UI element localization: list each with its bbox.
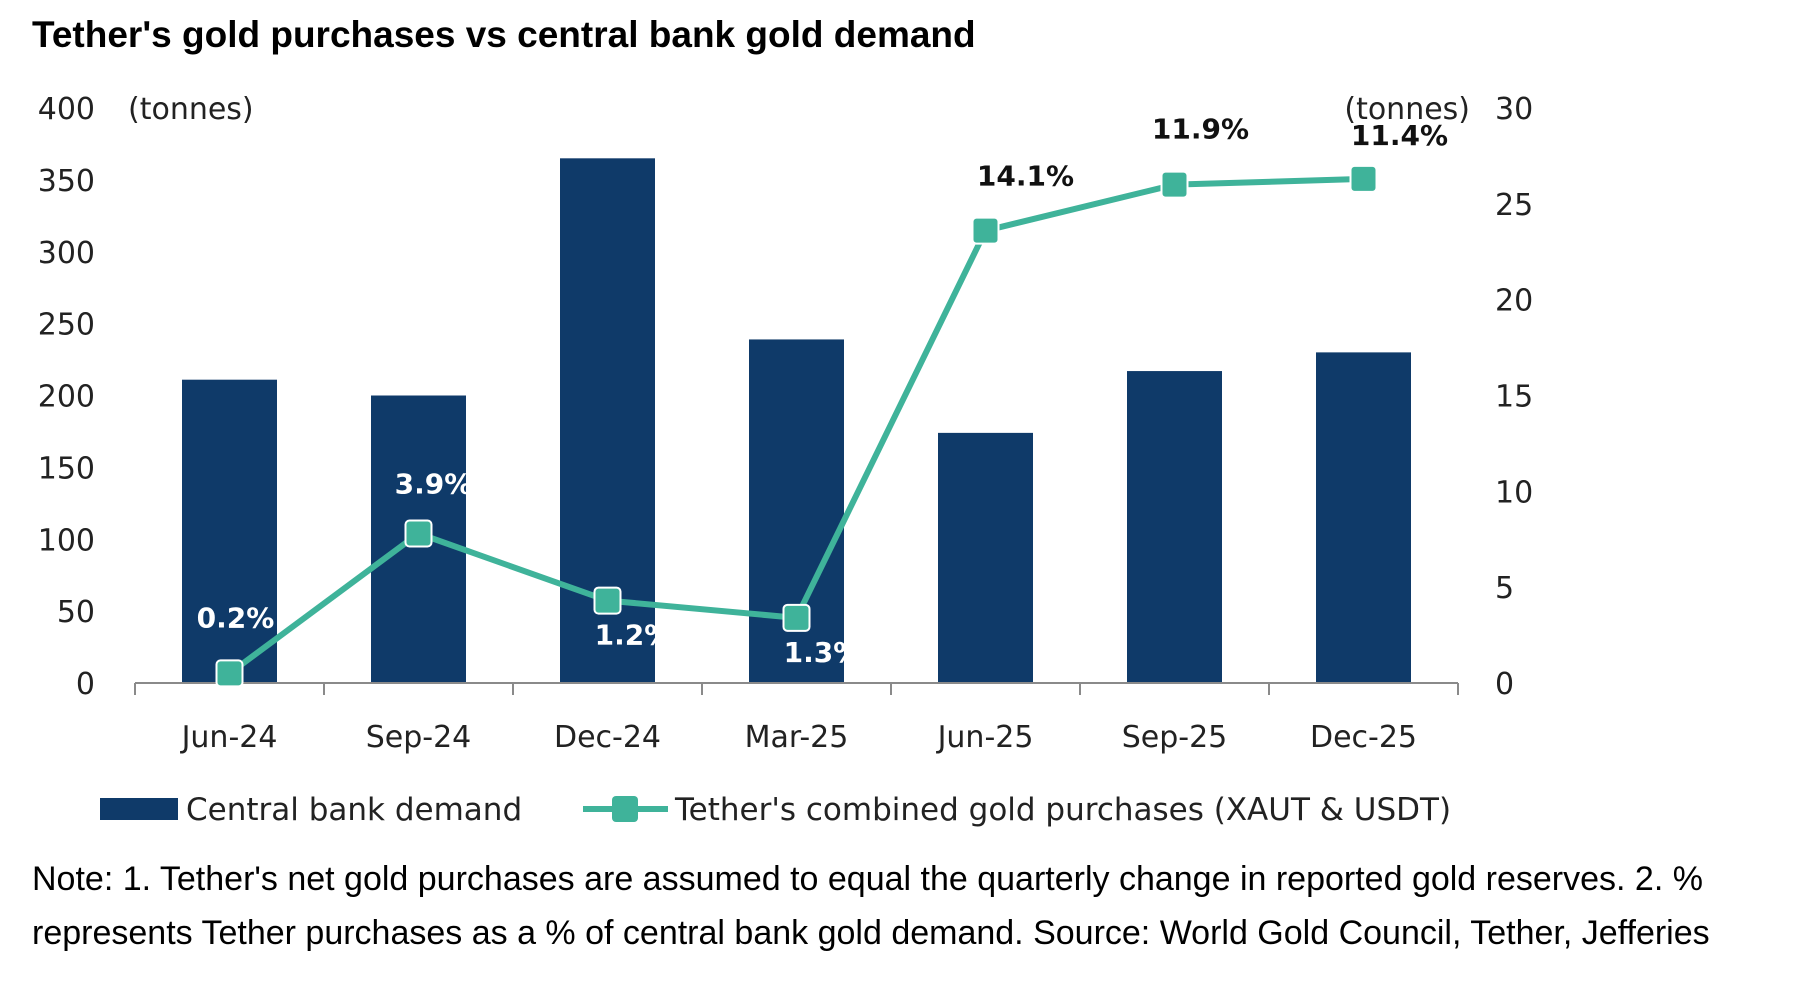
y-left-tick-label: 350	[38, 164, 95, 199]
line-marker-dec-25	[1349, 164, 1378, 193]
y-right-tick-label: 5	[1495, 571, 1514, 606]
chart-title: Tether's gold purchases vs central bank …	[32, 14, 976, 55]
y-left-tick-label: 200	[38, 380, 95, 415]
x-tick-label: Jun-24	[180, 720, 278, 755]
y-left-tick-label: 0	[76, 667, 95, 702]
line-marker-mar-25	[782, 603, 811, 632]
y-left-tick-label: 300	[38, 236, 95, 271]
y-left-tick-label: 400	[38, 92, 95, 127]
y-right-tick-label: 15	[1495, 380, 1533, 415]
line-marker-jun-25	[971, 216, 1000, 245]
bar-sep-25	[1127, 371, 1222, 683]
legend: Central bank demand Tether's combined gol…	[100, 792, 1451, 828]
y-left-unit-label: (tonnes)	[128, 92, 254, 127]
legend-label-tether: Tether's combined gold purchases (XAUT &…	[674, 792, 1451, 828]
x-tick-label: Dec-24	[554, 720, 661, 755]
x-tick-label: Sep-24	[366, 720, 472, 755]
y-right-tick-label: 0	[1495, 667, 1514, 702]
data-labels: 0.2% 3.9% 1.2% 1.3% 14.1% 11.9% 11.4%	[197, 113, 1448, 669]
y-right-tick-label: 25	[1495, 188, 1533, 223]
bar-dec-25	[1316, 352, 1411, 683]
y-right-tick-label: 20	[1495, 284, 1533, 319]
y-left-tick-label: 250	[38, 308, 95, 343]
x-tick-label: Jun-25	[936, 720, 1034, 755]
data-label-jun-24: 0.2%	[197, 601, 275, 634]
data-label-mar-25: 1.3%	[784, 636, 862, 669]
data-label-sep-24: 3.9%	[395, 468, 473, 501]
data-label-dec-25: 11.4%	[1351, 119, 1448, 152]
chart-plot: Jun-24 Sep-24 Dec-24 Mar-25 Jun-25 Sep-25 Dec-…	[38, 92, 1533, 828]
y-right-unit-label: (tonnes)	[1344, 92, 1470, 127]
y-left-tick-label: 50	[57, 595, 95, 630]
y-right-tick-label: 30	[1495, 92, 1533, 127]
line-marker-sep-24	[404, 519, 433, 548]
line-series-tether-purchases	[215, 164, 1378, 688]
y-left-tick-label: 150	[38, 451, 95, 486]
y-right-tick-label: 10	[1495, 475, 1533, 510]
legend-swatch-central-bank	[100, 798, 178, 820]
y-left-tick-label: 100	[38, 523, 95, 558]
x-tick-label: Mar-25	[745, 720, 849, 755]
legend-label-central-bank: Central bank demand	[186, 792, 522, 828]
data-label-sep-25: 11.9%	[1152, 113, 1249, 146]
line-marker-jun-24	[215, 659, 244, 688]
data-label-dec-24: 1.2%	[595, 619, 673, 652]
bar-jun-24	[182, 379, 277, 683]
chart-note: Note: 1. Tether's net gold purchases are…	[32, 860, 1710, 952]
x-tick-label: Sep-25	[1122, 720, 1228, 755]
bar-jun-25	[938, 432, 1033, 683]
axes: Jun-24 Sep-24 Dec-24 Mar-25 Jun-25 Sep-25 Dec-…	[38, 92, 1533, 755]
data-label-jun-25: 14.1%	[977, 160, 1074, 193]
x-tick-label: Dec-25	[1310, 720, 1417, 755]
line-marker-dec-24	[593, 586, 622, 615]
line-marker-sep-25	[1160, 170, 1189, 199]
legend-swatch-tether-marker	[612, 796, 638, 822]
